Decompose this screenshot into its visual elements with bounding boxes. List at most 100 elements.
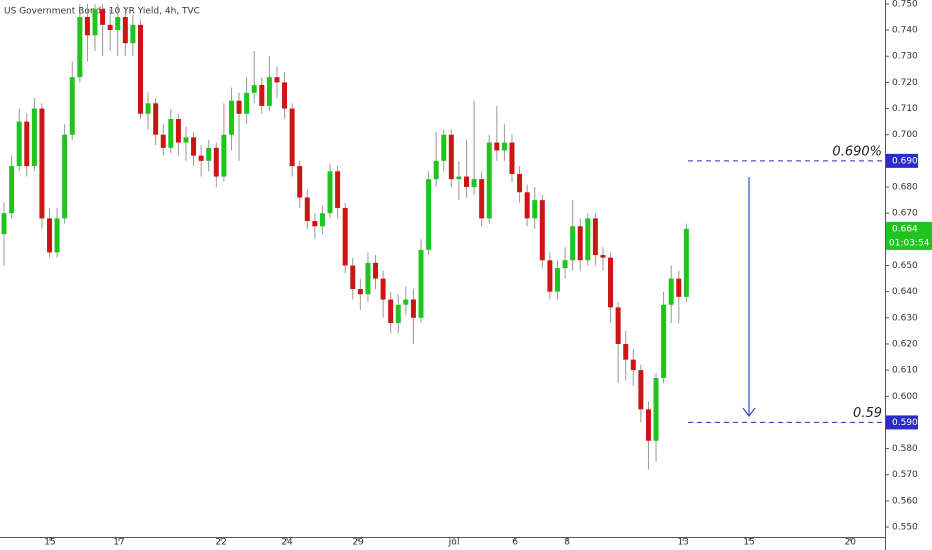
y-tick-label: 0.650	[892, 261, 918, 271]
x-tick-label: Jul	[448, 538, 460, 548]
candle-body	[562, 260, 568, 269]
candle-body	[585, 218, 591, 261]
candle-body	[668, 278, 674, 305]
candle-body	[319, 213, 325, 227]
candle-body	[153, 103, 159, 135]
x-tick-label: 22	[215, 538, 226, 548]
candle-body	[274, 77, 280, 83]
y-tick-label: 0.550	[892, 523, 918, 533]
candle-body	[69, 77, 75, 135]
candle-body	[653, 377, 659, 441]
candle-body	[577, 226, 583, 261]
candle-body	[676, 278, 682, 297]
candle-body	[122, 17, 128, 44]
candle-body	[410, 299, 416, 318]
level-tag-label: 0.690	[892, 156, 918, 166]
candle-body	[494, 142, 500, 151]
x-tick-label: 29	[352, 538, 364, 548]
candle-body	[16, 121, 22, 167]
level-tag-label: 0.590	[892, 418, 918, 428]
candle-body	[9, 166, 15, 214]
level-tag: 0.590	[886, 415, 918, 430]
y-tick-label: 0.640	[892, 287, 918, 297]
x-tick-label: 15	[743, 538, 754, 548]
candle-body	[191, 137, 197, 156]
candle-body	[403, 299, 409, 305]
y-tick-label: 0.630	[892, 313, 918, 323]
candle-body	[251, 85, 257, 93]
candle-body	[1, 213, 7, 235]
candle-body	[335, 171, 341, 208]
candle-body	[236, 100, 242, 114]
level-tag: 0.690	[886, 153, 918, 168]
candle-body	[259, 85, 265, 106]
candle-body	[463, 176, 469, 188]
last-price-box	[886, 221, 932, 250]
candle-body	[683, 228, 689, 297]
x-tick-label: 15	[44, 538, 55, 548]
candle-body	[183, 137, 189, 143]
candle-body	[448, 134, 454, 180]
level-annotation: 0.59	[853, 406, 882, 421]
candle-body	[266, 77, 272, 106]
x-tick-label: 13	[677, 538, 688, 548]
candle-body	[547, 260, 553, 292]
candle-body	[47, 218, 53, 253]
level-tag-box	[886, 415, 918, 430]
candle-body	[62, 134, 68, 219]
candle-body	[630, 359, 636, 371]
candle-body	[570, 226, 576, 261]
x-tick-label: 8	[564, 538, 570, 548]
y-tick-label: 0.670	[892, 209, 918, 219]
candle-body	[84, 17, 90, 36]
candle-body	[24, 121, 30, 167]
candle-body	[600, 255, 606, 258]
candle-body	[282, 82, 288, 109]
candle-body	[350, 265, 356, 290]
candle-body	[373, 262, 379, 279]
candle-body	[304, 197, 310, 222]
candle-body	[289, 108, 295, 167]
candle-body	[312, 221, 318, 227]
candle-body	[357, 289, 363, 295]
candle-body	[532, 200, 538, 219]
y-tick-label: 0.620	[892, 339, 918, 349]
candle-body	[661, 304, 667, 378]
x-tick-label: 24	[281, 538, 293, 548]
candle-body	[418, 249, 424, 318]
candle-body	[92, 9, 98, 36]
last-price-label: 0.664	[892, 224, 918, 234]
y-tick-label: 0.700	[892, 130, 918, 140]
candle-body	[623, 343, 629, 360]
candle-body	[206, 147, 212, 161]
x-tick-label: 17	[113, 538, 124, 548]
candle-body	[395, 304, 401, 324]
candle-body	[479, 179, 485, 219]
candle-body	[327, 171, 333, 214]
candle-body	[615, 307, 621, 344]
y-tick-label: 0.730	[892, 52, 918, 62]
candle-body	[168, 119, 174, 148]
last-price-tag: 0.664 01:03:54	[886, 221, 932, 250]
candle-body	[509, 142, 515, 174]
candle-body	[228, 100, 234, 135]
candle-body	[115, 17, 121, 31]
candle-body	[100, 9, 106, 25]
candle-body	[297, 166, 303, 198]
y-tick-label: 0.580	[892, 444, 918, 454]
countdown-label: 01:03:54	[889, 238, 930, 248]
candle-body	[388, 299, 394, 324]
y-tick-label: 0.720	[892, 78, 918, 88]
candle-body	[471, 179, 477, 188]
candle-body	[592, 218, 598, 256]
candle-body	[39, 108, 45, 219]
candle-body	[137, 24, 143, 114]
candle-body	[441, 134, 447, 161]
y-tick-label: 0.610	[892, 366, 918, 376]
candle-body	[107, 24, 113, 31]
candle-body	[554, 268, 560, 292]
x-tick-label: 20	[844, 538, 856, 548]
candle-body	[130, 24, 136, 44]
candle-body	[433, 160, 439, 180]
